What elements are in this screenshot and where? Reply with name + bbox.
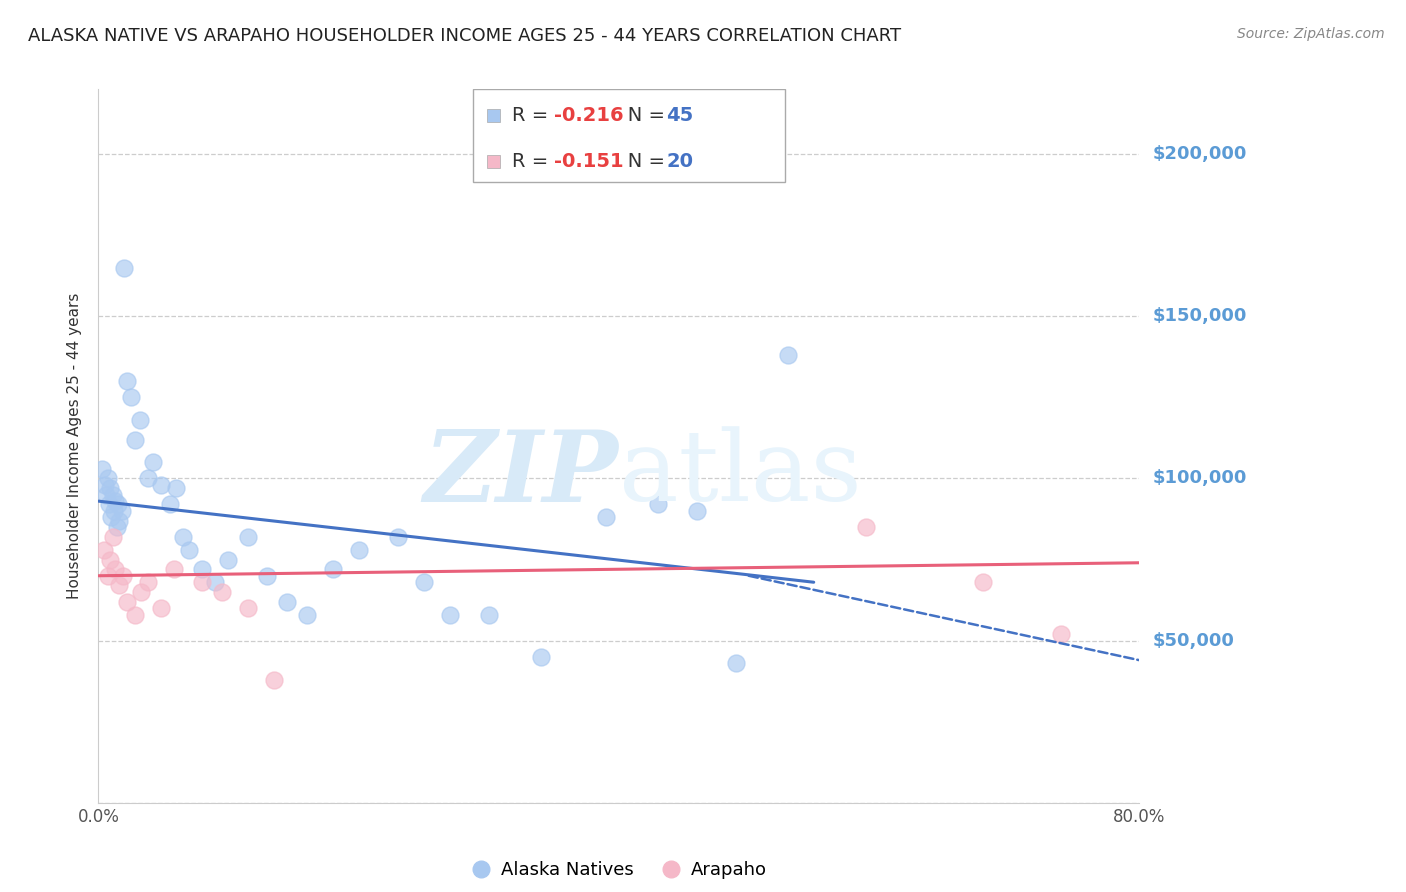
Point <box>149 601 172 615</box>
Point <box>724 657 747 671</box>
Point <box>111 504 134 518</box>
Text: ZIP: ZIP <box>423 426 619 523</box>
Text: R =: R = <box>512 105 554 125</box>
Point <box>218 552 240 566</box>
Point <box>108 578 131 592</box>
Text: 20: 20 <box>666 152 693 171</box>
Point <box>263 673 285 687</box>
Point <box>120 390 142 404</box>
Bar <box>472 89 785 182</box>
Point <box>647 497 669 511</box>
Text: Source: ZipAtlas.com: Source: ZipAtlas.com <box>1237 27 1385 41</box>
Point <box>439 607 461 622</box>
Point <box>211 585 233 599</box>
Point <box>98 481 121 495</box>
Text: $200,000: $200,000 <box>1153 145 1247 163</box>
Point <box>94 478 117 492</box>
Text: ALASKA NATIVE VS ARAPAHO HOUSEHOLDER INCOME AGES 25 - 44 YEARS CORRELATION CHART: ALASKA NATIVE VS ARAPAHO HOUSEHOLDER INC… <box>28 27 901 45</box>
Text: R =: R = <box>512 152 554 171</box>
Point <box>96 568 118 582</box>
Point <box>191 575 214 590</box>
Text: N =: N = <box>609 152 671 171</box>
Point <box>124 607 146 622</box>
Point <box>129 413 152 427</box>
Point <box>686 504 709 518</box>
Text: atlas: atlas <box>619 426 862 523</box>
Point <box>776 348 799 362</box>
Point <box>179 542 201 557</box>
Text: N =: N = <box>609 105 671 125</box>
Point <box>530 649 553 664</box>
Point <box>166 481 188 495</box>
Text: $50,000: $50,000 <box>1153 632 1234 649</box>
Point <box>142 455 165 469</box>
Point <box>114 260 135 275</box>
Text: 45: 45 <box>666 105 693 125</box>
Point <box>108 514 131 528</box>
Point <box>103 504 125 518</box>
Text: $100,000: $100,000 <box>1153 469 1247 487</box>
Point <box>136 471 159 485</box>
Point <box>131 585 153 599</box>
Point <box>100 510 122 524</box>
Point <box>972 575 994 590</box>
Point <box>96 488 118 502</box>
Point <box>236 601 259 615</box>
Point <box>478 607 501 622</box>
Point <box>159 497 181 511</box>
Point <box>115 595 138 609</box>
Text: -0.151: -0.151 <box>554 152 623 171</box>
Y-axis label: Householder Income Ages 25 - 44 years: Householder Income Ages 25 - 44 years <box>67 293 83 599</box>
Point <box>163 562 186 576</box>
Point <box>115 374 138 388</box>
Point <box>136 575 159 590</box>
Point <box>1050 627 1073 641</box>
Point <box>104 494 127 508</box>
Point <box>104 562 127 576</box>
Point <box>595 510 617 524</box>
Point <box>107 497 129 511</box>
Point <box>149 478 172 492</box>
Point <box>91 461 114 475</box>
Point <box>96 471 118 485</box>
Point <box>321 562 344 576</box>
Point <box>387 530 409 544</box>
Point <box>101 488 124 502</box>
Legend: Alaska Natives, Arapaho: Alaska Natives, Arapaho <box>463 855 775 887</box>
Point <box>112 568 135 582</box>
Point <box>256 568 278 582</box>
Point <box>412 575 434 590</box>
Point <box>276 595 298 609</box>
Point <box>855 520 877 534</box>
Point <box>93 542 115 557</box>
Bar <box>486 155 499 168</box>
Text: -0.216: -0.216 <box>554 105 623 125</box>
Text: $150,000: $150,000 <box>1153 307 1247 326</box>
Point <box>172 530 194 544</box>
Point <box>295 607 318 622</box>
Point <box>97 497 120 511</box>
Point <box>204 575 226 590</box>
Point <box>101 530 124 544</box>
Point <box>191 562 214 576</box>
Bar <box>486 109 499 121</box>
Point <box>124 433 146 447</box>
Point <box>105 520 128 534</box>
Point <box>236 530 259 544</box>
Point <box>347 542 370 557</box>
Point <box>98 552 121 566</box>
